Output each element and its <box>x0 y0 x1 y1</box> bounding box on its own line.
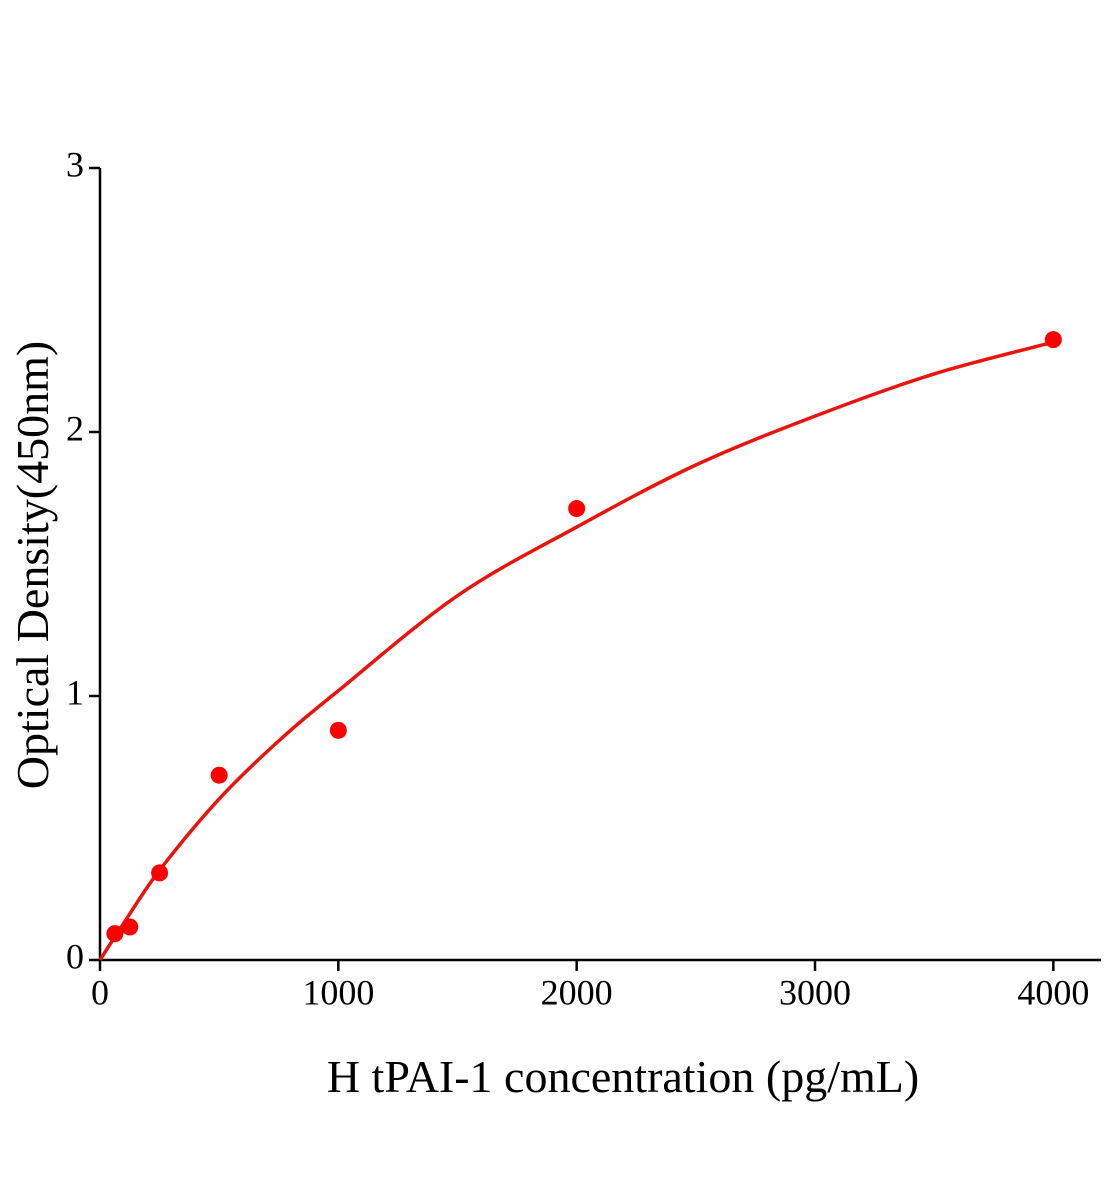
x-tick-label: 4000 <box>1017 972 1089 1012</box>
data-point <box>106 925 124 943</box>
y-tick-label: 3 <box>66 144 84 184</box>
y-tick-label: 1 <box>66 672 84 712</box>
y-tick-label: 0 <box>66 936 84 976</box>
x-tick-label: 2000 <box>541 972 613 1012</box>
data-point <box>568 500 586 518</box>
x-axis-label: H tPAI-1 concentration (pg/mL) <box>327 1051 919 1102</box>
x-tick-label: 0 <box>91 972 109 1012</box>
x-tick-label: 3000 <box>779 972 851 1012</box>
data-point <box>329 721 347 739</box>
data-point <box>210 766 228 784</box>
data-point <box>1044 331 1062 349</box>
data-point <box>151 864 169 882</box>
x-tick-label: 1000 <box>302 972 374 1012</box>
y-axis-label: Optical Density(450nm) <box>7 341 58 789</box>
fit-curve <box>98 340 1054 961</box>
y-tick-label: 2 <box>66 408 84 448</box>
data-point <box>121 918 139 936</box>
